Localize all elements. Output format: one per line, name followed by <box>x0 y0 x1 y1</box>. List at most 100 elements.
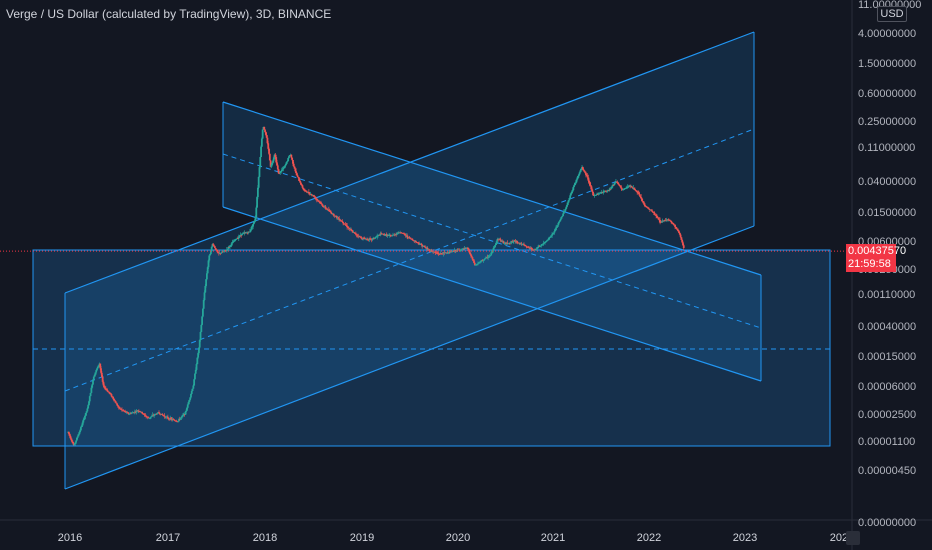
candle-body <box>250 227 253 230</box>
candle-body <box>268 148 270 154</box>
candle-body <box>583 170 586 172</box>
candle-body <box>198 340 201 348</box>
candle-body <box>265 134 268 138</box>
candle-body <box>562 211 565 214</box>
candle-body <box>276 165 279 170</box>
candle-body <box>166 416 169 419</box>
candle-body <box>194 373 196 380</box>
candle-body <box>484 258 486 260</box>
candle-body <box>519 242 521 244</box>
x-tick-label: 2023 <box>733 532 757 544</box>
candle-body <box>592 191 594 196</box>
candle-body <box>589 181 591 186</box>
candle-body <box>317 200 320 202</box>
plot-background <box>0 0 852 520</box>
candle-body <box>477 262 480 264</box>
candle-body <box>158 413 161 415</box>
candle-body <box>172 419 175 421</box>
candle-body <box>354 233 357 235</box>
candle-body <box>295 171 298 174</box>
candle-body <box>287 158 290 162</box>
candle-body <box>429 251 431 252</box>
candle-body <box>482 260 485 262</box>
candle-body <box>656 216 658 217</box>
candle-body <box>162 414 164 416</box>
candle-body <box>274 154 277 158</box>
candle-body <box>280 169 283 172</box>
candle-body <box>483 259 486 261</box>
candle-body <box>173 419 176 421</box>
candle-body <box>182 415 184 416</box>
candle-body <box>321 204 324 206</box>
candle-body <box>284 165 286 168</box>
horizontal-range-box <box>32 249 831 447</box>
candle-body <box>639 195 642 198</box>
last-price-value: 0.00437570 <box>848 245 907 258</box>
y-axis[interactable]: 11.00000000 4.00000000 1.50000000 0.6000000… <box>858 0 921 529</box>
candle-body <box>656 216 659 218</box>
candle-body <box>187 401 190 405</box>
candle-body <box>99 363 102 369</box>
settings-icon[interactable] <box>846 531 860 545</box>
candle-body <box>279 171 282 174</box>
candle-body <box>213 245 215 247</box>
candle-body <box>294 168 297 172</box>
candle-body <box>421 244 424 247</box>
candle-body <box>232 241 235 243</box>
candle-body <box>395 234 398 236</box>
candle-body <box>403 233 405 235</box>
candle-body <box>205 279 207 286</box>
candle-body <box>659 222 662 223</box>
candle-body <box>616 182 619 183</box>
candle-body <box>84 415 86 419</box>
candle-body <box>126 412 129 414</box>
candle-body <box>313 196 316 198</box>
candle-body <box>269 160 272 167</box>
candle-body <box>406 235 409 237</box>
candle-body <box>73 443 76 446</box>
candle-body <box>560 216 563 219</box>
candle-body <box>484 257 487 259</box>
candle-body <box>233 240 235 242</box>
candle-body <box>676 228 679 231</box>
candle-body <box>559 218 562 221</box>
candle-body <box>582 169 585 171</box>
candle-body <box>496 238 499 242</box>
candle-body <box>170 417 172 419</box>
candle-body <box>488 255 491 257</box>
candle-body <box>110 394 113 397</box>
candle-body <box>523 244 526 246</box>
x-axis[interactable]: 2016 2017 2018 2019 2020 2021 2022 2023 2024 <box>58 532 854 544</box>
candle-body <box>280 171 282 173</box>
candle-body <box>203 292 206 301</box>
candle-body <box>469 252 472 255</box>
candle-body <box>460 249 463 251</box>
candle-body <box>123 410 126 412</box>
candle-body <box>366 238 369 240</box>
candle-body <box>237 236 240 239</box>
candle-body <box>442 252 445 254</box>
currency-button[interactable]: USD <box>877 6 907 22</box>
candle-body <box>115 402 118 404</box>
candle-body <box>353 232 356 234</box>
y-tick-label: 0.00110000 <box>858 289 915 301</box>
candle-body <box>555 226 558 228</box>
candle-body <box>667 219 670 221</box>
candle-body <box>473 260 475 264</box>
candle-body <box>238 235 241 237</box>
candle-body <box>80 425 83 428</box>
candle-body <box>612 184 615 186</box>
candle-body <box>555 227 557 230</box>
candle-body <box>487 256 490 258</box>
candle-body <box>141 411 143 414</box>
candle-body <box>675 227 678 229</box>
candle-body <box>564 208 567 211</box>
candle-body <box>618 184 620 186</box>
candle-body <box>631 187 634 189</box>
candle-body <box>88 401 90 406</box>
candle-body <box>660 221 663 223</box>
candle-body <box>647 207 650 209</box>
candle-body <box>101 376 104 382</box>
candle-body <box>303 189 305 191</box>
